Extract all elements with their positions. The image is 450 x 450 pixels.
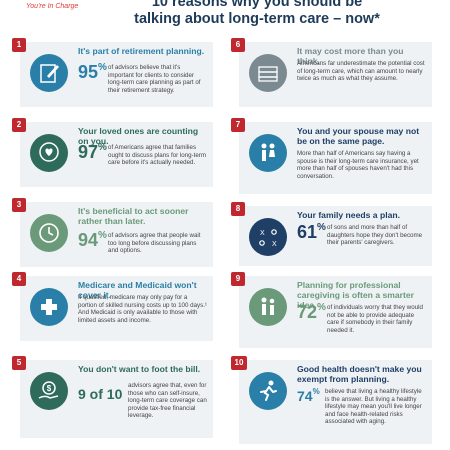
cash-stack-icon: [249, 54, 287, 92]
card-stat: 95%: [78, 62, 107, 82]
card-stat: 94%: [78, 230, 107, 250]
reason-card-7: 7 You and your spouse may not be on the …: [231, 118, 432, 194]
card-body: Americans far underestimate the potentia…: [297, 60, 425, 83]
card-body: of sons and more than half of daughters …: [327, 224, 423, 247]
card-number: 8: [231, 202, 245, 216]
money-hand-icon: $: [30, 372, 68, 410]
card-title: It's beneficial to act sooner rather tha…: [78, 206, 189, 226]
medical-cross-icon: [30, 288, 68, 326]
heart-chat-icon: [30, 134, 68, 172]
card-body: of advisors agree that people wait too l…: [108, 232, 201, 255]
reason-card-5: 5 $ You don't want to foot the bill. 9 o…: [12, 356, 213, 438]
card-stat: 61%: [297, 222, 326, 242]
couple-icon: [249, 134, 287, 172]
caregiver-icon: [249, 288, 287, 326]
card-title: Your loved ones are counting on you.: [78, 126, 199, 146]
card-title: You and your spouse may not be on the sa…: [297, 126, 420, 146]
card-number: 5: [12, 356, 26, 370]
card-title: It's part of retirement planning.: [78, 46, 205, 56]
card-stat: 72%: [297, 302, 326, 322]
card-body: of Americans agree that families ought t…: [108, 144, 207, 167]
card-title: You don't want to foot the bill.: [78, 364, 201, 374]
card-number: 1: [12, 38, 26, 52]
headline: 10 reasons why you should be talking abo…: [92, 0, 422, 28]
headline-line-1: 10 reasons why you should be: [151, 0, 363, 10]
card-number: 7: [231, 118, 245, 132]
card-body: of advisors believe that it's important …: [108, 64, 201, 94]
svg-text:$: $: [47, 384, 52, 393]
card-title: Your family needs a plan.: [297, 210, 400, 220]
card-stat: 9 of 10: [78, 386, 123, 402]
reason-card-9: 9 Planning for professional caregiving i…: [231, 272, 432, 348]
card-body: advisors agree that, even for those who …: [128, 382, 207, 420]
card-stat: 97%: [78, 142, 107, 162]
runner-icon: [249, 372, 287, 410]
reason-card-1: 1 It's part of retirement planning. 95% …: [12, 38, 213, 107]
tagline: You're In Charge: [26, 3, 79, 10]
reason-card-2: 2 Your loved ones are counting on you. 9…: [12, 118, 213, 187]
card-title: Medicare and Medicaid won't cover it.: [78, 280, 197, 300]
svg-text:X: X: [272, 241, 277, 248]
clock-icon: [30, 214, 68, 252]
reason-card-10: 10 Good health doesn't make you exempt f…: [231, 356, 432, 444]
card-number: 4: [12, 272, 26, 286]
reason-card-3: 3 It's beneficial to act sooner rather t…: [12, 198, 213, 267]
reason-card-4: 4 Medicare and Medicaid won't cover it. …: [12, 272, 213, 341]
card-number: 9: [231, 272, 245, 286]
card-body: More than half of Americans say having a…: [297, 150, 419, 180]
card-title: Planning for professional caregiving is …: [297, 280, 415, 310]
card-number: 6: [231, 38, 245, 52]
card-stat: 74%: [297, 387, 320, 404]
card-title: Good health doesn't make you exempt from…: [297, 364, 422, 384]
card-body: If qualified, medicare may only pay for …: [78, 294, 207, 324]
svg-text:X: X: [260, 230, 265, 237]
card-number: 2: [12, 118, 26, 132]
reason-card-6: 6 It may cost more than you think. Ameri…: [231, 38, 432, 107]
card-number: 10: [231, 356, 247, 370]
card-title: It may cost more than you think.: [297, 46, 404, 66]
header: You're In Charge 10 reasons why you shou…: [0, 0, 450, 28]
headline-line-2: talking about long-term care – now*: [134, 11, 380, 27]
card-body: believe that living a healthy lifestyle …: [325, 388, 422, 426]
card-body: of individuals worry that they would not…: [327, 304, 423, 334]
pencil-note-icon: [30, 54, 68, 92]
card-number: 3: [12, 198, 26, 212]
